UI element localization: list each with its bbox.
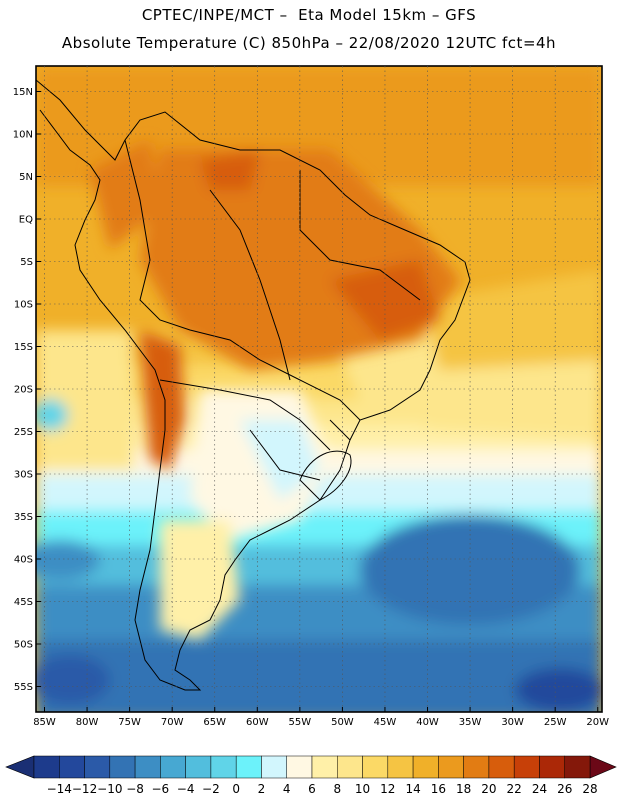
colorbar-label: 20: [481, 782, 496, 796]
colorbar-swatch: [463, 755, 490, 779]
lat-tick-label: 45S: [14, 597, 33, 608]
colorbar-label: 6: [308, 782, 316, 796]
lat-tick-label: 20S: [14, 385, 33, 396]
lat-tick-label: 5S: [20, 257, 33, 268]
lat-tick-label: 15N: [13, 87, 33, 98]
lat-tick-label: 25S: [14, 427, 33, 438]
colorbar-swatch: [539, 755, 565, 779]
colorbar-label: 14: [405, 782, 420, 796]
colorbar-label: 16: [431, 782, 446, 796]
lon-tick-label: 75W: [118, 717, 141, 728]
lon-tick-label: 20W: [586, 717, 609, 728]
colorbar: −14 −12 −10 −8 −6 −4 −2 0 2 4 6 8 10 12 14 16 18 20 22 24 26…: [5, 755, 617, 796]
lon-tick-label: 40W: [416, 717, 439, 728]
colorbar-swatch: [235, 755, 262, 779]
coastline: [36, 79, 471, 691]
colorbar-label: −6: [152, 782, 170, 796]
colorbar-label: 24: [532, 782, 547, 796]
colorbar-swatch: [488, 755, 515, 779]
lat-tick-label: 55S: [14, 682, 33, 693]
colorbar-label: 22: [507, 782, 522, 796]
lat-tick-label: 15S: [14, 342, 33, 353]
lat-tick-label: 10N: [13, 130, 33, 141]
colorbar-swatch: [185, 755, 212, 779]
colorbar-swatch: [160, 755, 186, 779]
lat-tick-label: 5N: [19, 172, 33, 183]
lon-tick-label: 30W: [501, 717, 524, 728]
lon-tick-label: 50W: [331, 717, 354, 728]
chart-subtitle: Absolute Temperature (C) 850hPa – 22/08/…: [61, 34, 557, 52]
colorbar-swatch: [84, 755, 111, 779]
lat-tick-label: EQ: [19, 215, 33, 226]
colorbar-label: −14: [47, 782, 72, 796]
lat-tick-label: 40S: [14, 555, 33, 566]
lon-tick-label: 35W: [459, 717, 482, 728]
lon-tick-label: 25W: [544, 717, 567, 728]
colorbar-label: 12: [380, 782, 395, 796]
colorbar-swatch: [564, 755, 591, 779]
colorbar-label: 8: [333, 782, 341, 796]
colorbar-low-arrow: [5, 755, 35, 779]
colorbar-swatch: [134, 755, 161, 779]
colorbar-label: 28: [582, 782, 597, 796]
colorbar-label: −4: [177, 782, 195, 796]
colorbar-label: −12: [72, 782, 97, 796]
lon-tick-label: 60W: [246, 717, 269, 728]
lon-tick-label: 70W: [161, 717, 184, 728]
temperature-field: [36, 66, 602, 712]
lon-tick-label: 65W: [203, 717, 226, 728]
lat-tick-label: 35S: [14, 512, 33, 523]
lon-tick-label: 55W: [289, 717, 312, 728]
lat-tick-label: 50S: [14, 640, 33, 651]
colorbar-swatch: [261, 755, 287, 779]
colorbar-swatch: [210, 755, 237, 779]
longitude-labels: 85W 80W 75W 70W 65W 60W 55W 50W 45W 40W 35W 30W 25W 2…: [33, 707, 609, 728]
lat-tick-label: 30S: [14, 470, 33, 481]
colorbar-label: 2: [258, 782, 266, 796]
colorbar-swatch: [311, 755, 338, 779]
chart-title: CPTEC/INPE/MCT – Eta Model 15km – GFS: [141, 6, 477, 24]
colorbar-swatch: [286, 755, 313, 779]
colorbar-label: 0: [232, 782, 240, 796]
lon-tick-label: 85W: [33, 717, 56, 728]
lat-tick-label: 10S: [14, 300, 33, 311]
colorbar-swatch: [513, 755, 540, 779]
colorbar-swatch: [438, 755, 464, 779]
colorbar-label: 10: [355, 782, 370, 796]
colorbar-swatch: [59, 755, 85, 779]
colorbar-label: 4: [283, 782, 291, 796]
colorbar-swatch: [362, 755, 389, 779]
lon-tick-label: 80W: [76, 717, 99, 728]
colorbar-swatch: [387, 755, 414, 779]
colorbar-label: 26: [557, 782, 572, 796]
latitude-labels: 15N 10N 5N EQ 5S 10S 15S 20S 25S 30S 35S 40S 45S 50S 5…: [13, 87, 41, 693]
colorbar-swatch: [109, 755, 136, 779]
colorbar-label: −10: [97, 782, 122, 796]
colorbar-high-arrow: [589, 755, 617, 779]
colorbar-swatch: [337, 755, 363, 779]
colorbar-label: 18: [456, 782, 471, 796]
colorbar-label: −8: [126, 782, 144, 796]
colorbar-label: −2: [202, 782, 220, 796]
colorbar-swatch: [33, 755, 60, 779]
lon-tick-label: 45W: [374, 717, 397, 728]
colorbar-swatch: [412, 755, 439, 779]
